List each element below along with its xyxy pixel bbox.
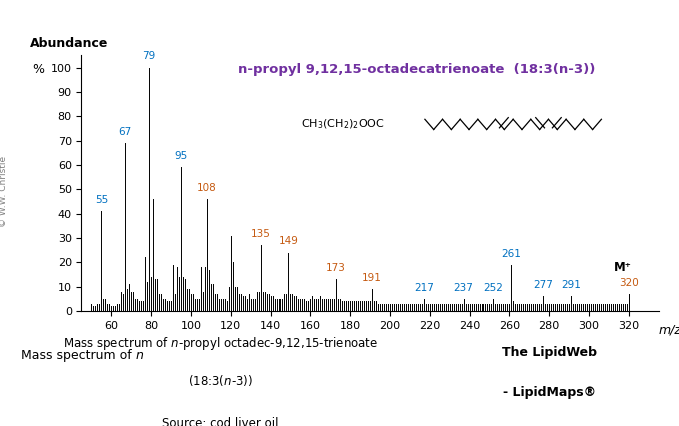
Text: Mass spectrum of $\it{n}$-propyl octadec-9,12,15-trienoate: Mass spectrum of $\it{n}$-propyl octadec… [63, 336, 378, 352]
Text: 217: 217 [414, 283, 434, 293]
Text: 173: 173 [327, 263, 346, 273]
Text: 108: 108 [197, 183, 217, 193]
Text: 237: 237 [454, 283, 473, 293]
Text: n-propyl 9,12,15-octadecatrienoate  (18:3(n-3)): n-propyl 9,12,15-octadecatrienoate (18:3… [238, 63, 595, 76]
Text: 277: 277 [533, 280, 553, 290]
Text: 67: 67 [119, 127, 132, 137]
Text: 261: 261 [501, 249, 521, 259]
Text: 135: 135 [251, 229, 270, 239]
Text: 95: 95 [175, 151, 187, 161]
Text: 191: 191 [362, 273, 382, 283]
Text: The LipidWeb: The LipidWeb [502, 346, 598, 359]
Text: - LipidMaps®: - LipidMaps® [503, 386, 597, 399]
Text: 291: 291 [561, 280, 581, 290]
Text: 55: 55 [95, 195, 108, 205]
Text: 79: 79 [143, 52, 155, 61]
Text: Source: cod liver oil: Source: cod liver oil [162, 417, 279, 426]
Text: Mass spectrum of: Mass spectrum of [21, 349, 136, 363]
Text: 252: 252 [483, 283, 503, 293]
Text: (18:3($\it{n}$-3)): (18:3($\it{n}$-3)) [188, 373, 253, 388]
Text: 149: 149 [278, 236, 298, 247]
Text: n: n [136, 349, 144, 363]
X-axis label: m/z: m/z [659, 324, 679, 337]
Text: CH$_3$(CH$_2$)$_2$OOC: CH$_3$(CH$_2$)$_2$OOC [301, 118, 384, 131]
Text: M⁺: M⁺ [614, 262, 631, 274]
Text: Abundance: Abundance [30, 37, 108, 50]
Text: © W.W. Christie: © W.W. Christie [0, 156, 8, 227]
Text: 320: 320 [619, 278, 639, 288]
Text: %: % [33, 63, 44, 76]
